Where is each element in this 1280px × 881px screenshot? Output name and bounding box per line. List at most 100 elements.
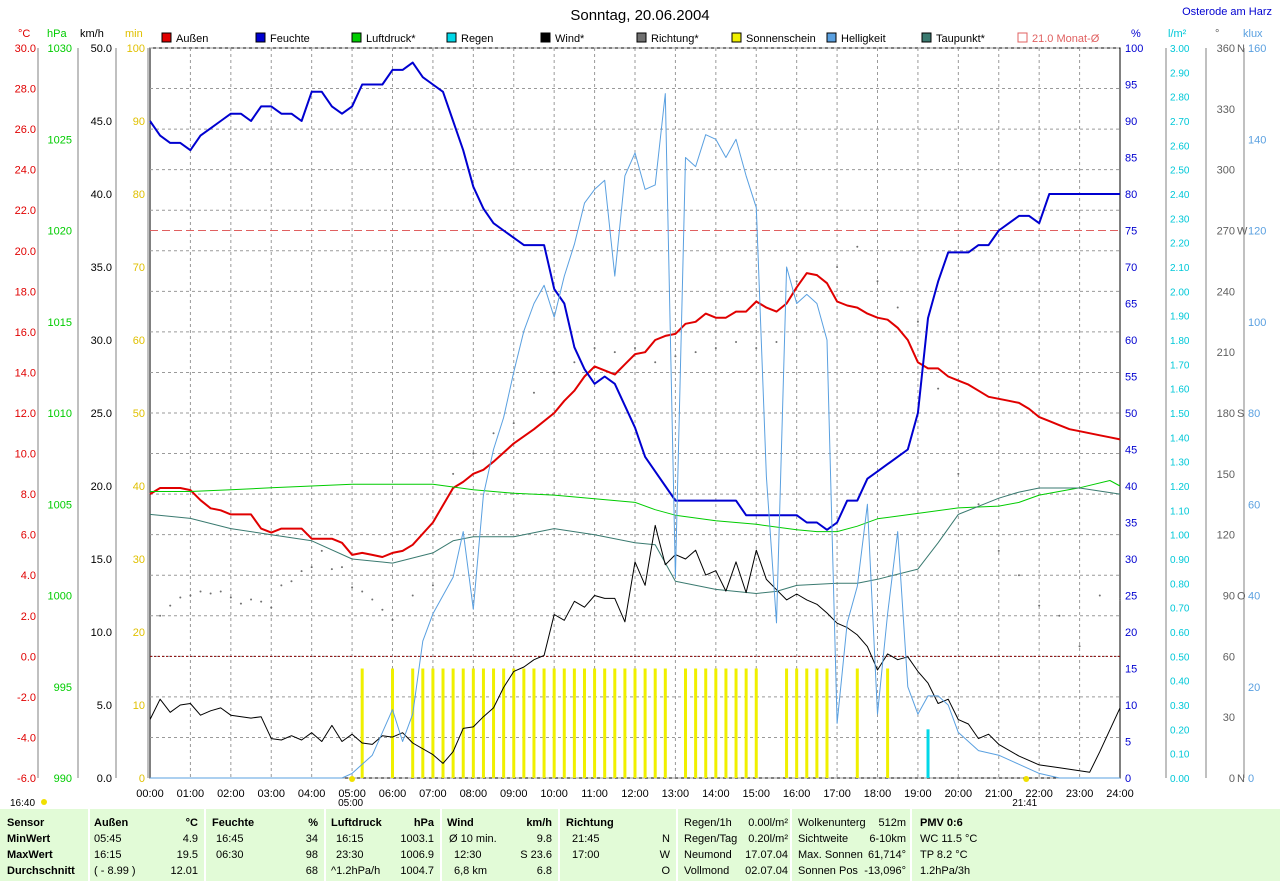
pressure-tick-label: 995 <box>54 682 72 694</box>
sonnenschein-bar <box>684 668 688 778</box>
wind-avg10-label: Ø 10 min. <box>449 833 497 845</box>
richtung-point <box>997 549 1000 552</box>
sonnenschein-bar <box>360 668 364 778</box>
pressure-tick-label: 1000 <box>48 591 72 603</box>
legend-swatch-luftdruck <box>351 32 362 43</box>
rain-tick-label: 1.90 <box>1170 312 1190 323</box>
direction-tick-label: 300 <box>1217 165 1235 177</box>
richtung-point <box>1098 594 1101 597</box>
legend-label-sonnenschein: Sonnenschein <box>746 33 816 45</box>
richtung-point <box>361 590 364 593</box>
wind-column: Wind km/h Ø 10 min. 9.8 12:30 S 23.6 6,8 km… <box>442 809 558 881</box>
lux-tick-label: 60 <box>1248 499 1260 511</box>
aussen-column: Außen °C 05:45 4.9 16:15 19.5 ( - 8.99 ) 12.… <box>90 809 204 881</box>
luftdruck-min-value: 1003.1 <box>400 833 434 845</box>
richtung-point <box>330 568 333 571</box>
richtung-point <box>411 594 414 597</box>
richtung-point <box>239 602 242 605</box>
wind-tick-label: 15.0 <box>91 554 112 566</box>
direction-tick-label: 270 <box>1217 226 1235 238</box>
x-tick-label: 07:00 <box>419 788 447 800</box>
richtung-point <box>957 472 960 475</box>
richtung-point <box>290 580 293 583</box>
luftdruck-min-time: 16:15 <box>336 833 364 845</box>
direction-tick-label: 180 <box>1217 408 1235 420</box>
richtung-point <box>371 598 374 601</box>
richtung-point <box>836 266 839 268</box>
richtung-min-value: N <box>662 833 670 845</box>
richtung-column: Richtung 21:45 N 17:00 W O <box>560 809 676 881</box>
x-tick-label: 05:00 <box>338 788 366 800</box>
sunset-time-label: 21:41 <box>1012 798 1037 809</box>
sonnenschein-bar <box>734 668 738 778</box>
rain-tick-label: 1.20 <box>1170 482 1190 493</box>
wind-tick-label: 10.0 <box>91 627 112 639</box>
feuchte-avg-value: 68 <box>305 865 318 877</box>
sonnenschein-bar <box>481 668 485 778</box>
sun-tick-label: 0 <box>139 773 145 785</box>
sonnenschein-bar <box>542 668 546 778</box>
richtung-point <box>613 351 616 354</box>
direction-compass-label: O <box>1237 591 1246 603</box>
sonnenschein-bar <box>663 668 667 778</box>
sonnenschein-bar <box>431 668 435 778</box>
sonnen-pos-label: Sonnen Pos <box>798 865 858 877</box>
rain-tick-label: 2.50 <box>1170 166 1190 177</box>
sun-tick-label: 50 <box>133 408 145 420</box>
sonnenschein-bar <box>512 668 516 778</box>
left-time-label: 16:40 <box>10 798 35 809</box>
richtung-max-time: 17:00 <box>572 849 600 861</box>
sun-axis-unit: min <box>125 28 143 40</box>
legend-swatch-feuchte <box>255 32 266 43</box>
temp-tick-label: 24.0 <box>15 165 36 177</box>
sensor-header: Sensor <box>7 817 45 829</box>
location-label: Osterode am Harz <box>1182 6 1272 18</box>
wind-avg-value: 6.8 <box>536 865 552 877</box>
richtung-point <box>431 584 434 587</box>
temp-tick-label: 22.0 <box>15 205 36 217</box>
legend-swatch-regen <box>446 32 457 43</box>
sonnenschein-bar <box>724 668 728 778</box>
humidity-tick-label: 70 <box>1125 262 1137 274</box>
feuchte-min-time: 16:45 <box>216 833 244 845</box>
wind-tick-label: 25.0 <box>91 408 112 420</box>
pressure-tick-label: 1025 <box>48 134 72 146</box>
pressure-tick-label: 1030 <box>48 43 72 55</box>
rain-tick-label: 1.10 <box>1170 506 1190 517</box>
max-sonnen-label: Max. Sonnen <box>798 849 863 861</box>
aussen-min-time: 05:45 <box>94 833 122 845</box>
temp-tick-label: 0.0 <box>21 651 36 663</box>
pressure-tick-label: 990 <box>54 773 72 785</box>
richtung-point <box>674 355 677 358</box>
x-tick-label: 06:00 <box>379 788 407 800</box>
wind-unit: km/h <box>526 817 552 829</box>
sonnenschein-bar <box>603 668 607 778</box>
sonnenschein-bar <box>855 668 859 778</box>
rain-tick-label: 1.00 <box>1170 531 1190 542</box>
richtung-point <box>351 586 354 589</box>
sonnenschein-bar <box>441 668 445 778</box>
sonnenschein-bar <box>613 668 617 778</box>
legend-label-feuchte: Feuchte <box>270 33 310 45</box>
temp-tick-label: 8.0 <box>21 489 36 501</box>
rain-tick-label: 2.90 <box>1170 68 1190 79</box>
neumond-value: 17.07.04 <box>745 849 788 861</box>
x-tick-label: 21:00 <box>985 788 1013 800</box>
direction-tick-label: 240 <box>1217 286 1235 298</box>
x-tick-label: 02:00 <box>217 788 245 800</box>
wolkenunterg-value: 512m <box>878 817 906 829</box>
richtung-point <box>1078 645 1081 648</box>
humidity-tick-label: 15 <box>1125 664 1137 676</box>
legend-label-aussen: Außen <box>176 33 208 45</box>
pressure-tick-label: 1010 <box>48 408 72 420</box>
sun-tick-label: 30 <box>133 554 145 566</box>
richtung-point <box>250 598 253 601</box>
rain-tick-label: 2.20 <box>1170 239 1190 250</box>
temp-tick-label: 2.0 <box>21 611 36 623</box>
feuchte-max-time: 06:30 <box>216 849 244 861</box>
sunrise-marker <box>349 776 356 782</box>
sonnenschein-bar <box>633 668 637 778</box>
regen-1h-value: 0.00l/m² <box>748 817 788 829</box>
richtung-point <box>896 306 899 309</box>
richtung-point <box>452 472 455 475</box>
